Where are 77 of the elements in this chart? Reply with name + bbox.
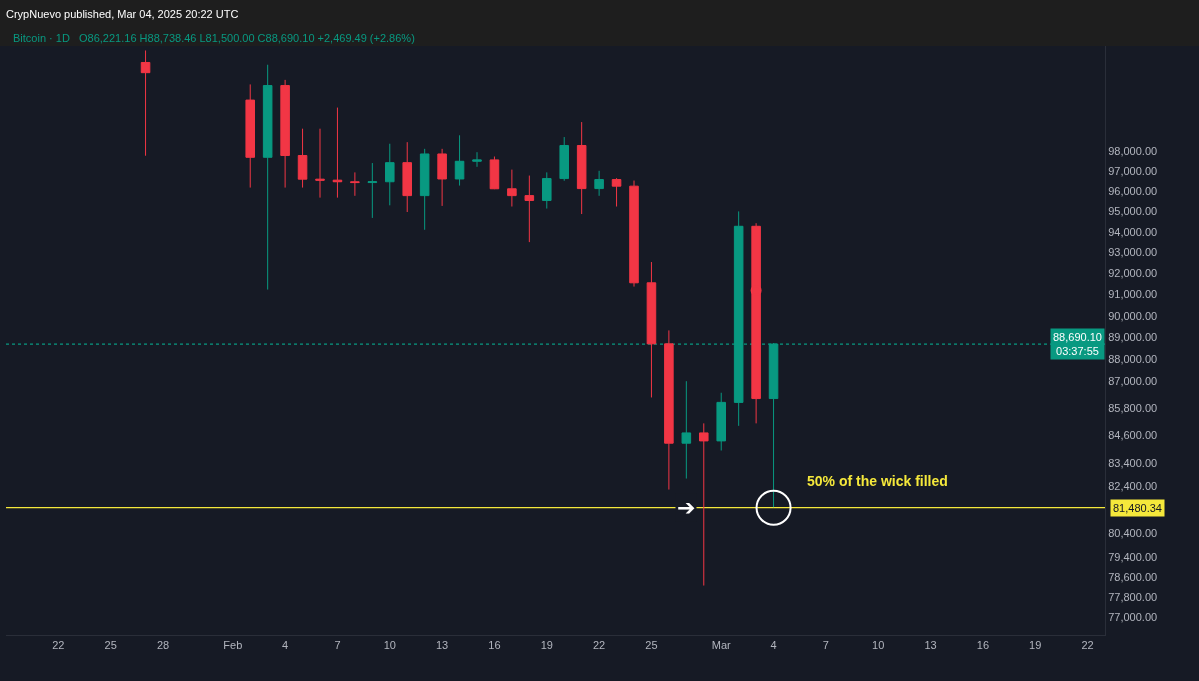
candlestick xyxy=(629,180,639,288)
x-tick-label: 10 xyxy=(383,639,396,652)
candlestick xyxy=(576,121,587,215)
ref-line-label: 88,690.10 03:37:55 xyxy=(1053,331,1102,358)
x-tick-label: 16 xyxy=(488,639,501,652)
x-tick-label: 22 xyxy=(1081,639,1094,652)
y-tick-label: 92,000.00 xyxy=(1108,267,1158,280)
x-tick-label: 4 xyxy=(770,639,777,652)
y-tick-label: 79,400.00 xyxy=(1108,551,1158,564)
y-tick-label: 77,000.00 xyxy=(1108,610,1158,623)
candlestick xyxy=(681,380,692,480)
y-tick-label: 85,800.00 xyxy=(1108,401,1158,414)
x-tick-label: Mar xyxy=(711,639,732,652)
candlestick xyxy=(611,177,622,208)
y-tick-label: 80,400.00 xyxy=(1108,527,1158,540)
candlestick xyxy=(507,169,517,208)
candlestick xyxy=(524,175,535,243)
candlestick xyxy=(280,79,290,189)
candlestick xyxy=(350,171,360,197)
x-tick-label: 25 xyxy=(104,639,117,652)
chart-title: CrypNuevo published, Mar 04, 2025 20:22 UTC xyxy=(5,7,239,20)
y-tick-label: 78,600.00 xyxy=(1108,571,1158,584)
candlestick xyxy=(437,148,447,207)
y-tick-label: 84,600.00 xyxy=(1108,429,1158,442)
y-tick-label: 96,000.00 xyxy=(1108,185,1158,198)
x-tick-label: 7 xyxy=(334,639,341,652)
y-tick-label: 95,000.00 xyxy=(1108,205,1158,218)
x-tick-label: 28 xyxy=(156,639,170,652)
chart-subtitle: Bitcoin · 1D O86,221.16 H88,738.46 L81,500.00 C88,690.10 +2,469.49 (+2.86%) xyxy=(13,32,415,44)
candlestick xyxy=(559,136,569,182)
y-tick-label: 98,000.00 xyxy=(1108,145,1158,158)
x-tick-label: 13 xyxy=(435,639,449,652)
x-tick-label: 13 xyxy=(924,639,937,652)
candlestick xyxy=(297,128,308,189)
y-tick-label: 77,800.00 xyxy=(1108,590,1158,603)
candlestick xyxy=(262,64,273,291)
candlestick xyxy=(315,128,325,199)
x-tick-label: 22 xyxy=(592,639,606,652)
ref-line-label: 81,480.34 xyxy=(1113,502,1162,514)
y-tick-label: 82,400.00 xyxy=(1108,479,1158,492)
candlestick xyxy=(751,222,761,424)
candlestick xyxy=(332,107,343,199)
annotation: ➔ xyxy=(677,495,696,520)
candlestick xyxy=(245,83,255,189)
y-tick-label: 87,000.00 xyxy=(1108,375,1158,388)
y-tick-label: 90,000.00 xyxy=(1108,309,1158,322)
x-tick-label: 4 xyxy=(282,639,289,652)
y-tick-label: 93,000.00 xyxy=(1108,246,1158,259)
annotation: 50% of the wick filled xyxy=(807,473,948,489)
candlestick xyxy=(454,134,465,187)
x-tick-label: 25 xyxy=(645,639,658,652)
candlestick xyxy=(716,392,726,452)
candlestick xyxy=(699,422,709,587)
candlestick xyxy=(542,171,552,210)
candlestick xyxy=(402,141,412,213)
x-tick-label: 19 xyxy=(1029,639,1042,652)
x-tick-label: 19 xyxy=(540,639,553,652)
candlestick xyxy=(664,329,674,491)
x-tick-label: 16 xyxy=(976,639,990,652)
y-tick-label: 83,400.00 xyxy=(1108,456,1158,469)
candlestick xyxy=(594,170,604,197)
candlestick xyxy=(472,151,482,168)
candlestick xyxy=(489,156,500,190)
x-tick-label: 10 xyxy=(872,639,885,652)
candlestick xyxy=(385,143,395,206)
y-tick-label: 89,000.00 xyxy=(1108,331,1158,344)
candlestick xyxy=(419,148,430,231)
y-tick-label: 88,000.00 xyxy=(1108,352,1158,365)
candlestick xyxy=(140,49,151,157)
x-tick-label: 7 xyxy=(822,639,829,652)
candlestick xyxy=(367,162,378,219)
x-tick-label: Feb xyxy=(223,639,243,652)
x-tick-label: 22 xyxy=(52,639,65,652)
y-tick-label: 91,000.00 xyxy=(1108,288,1158,301)
candlestick xyxy=(646,261,657,398)
y-tick-label: 94,000.00 xyxy=(1108,225,1158,238)
y-tick-label: 97,000.00 xyxy=(1108,165,1158,178)
